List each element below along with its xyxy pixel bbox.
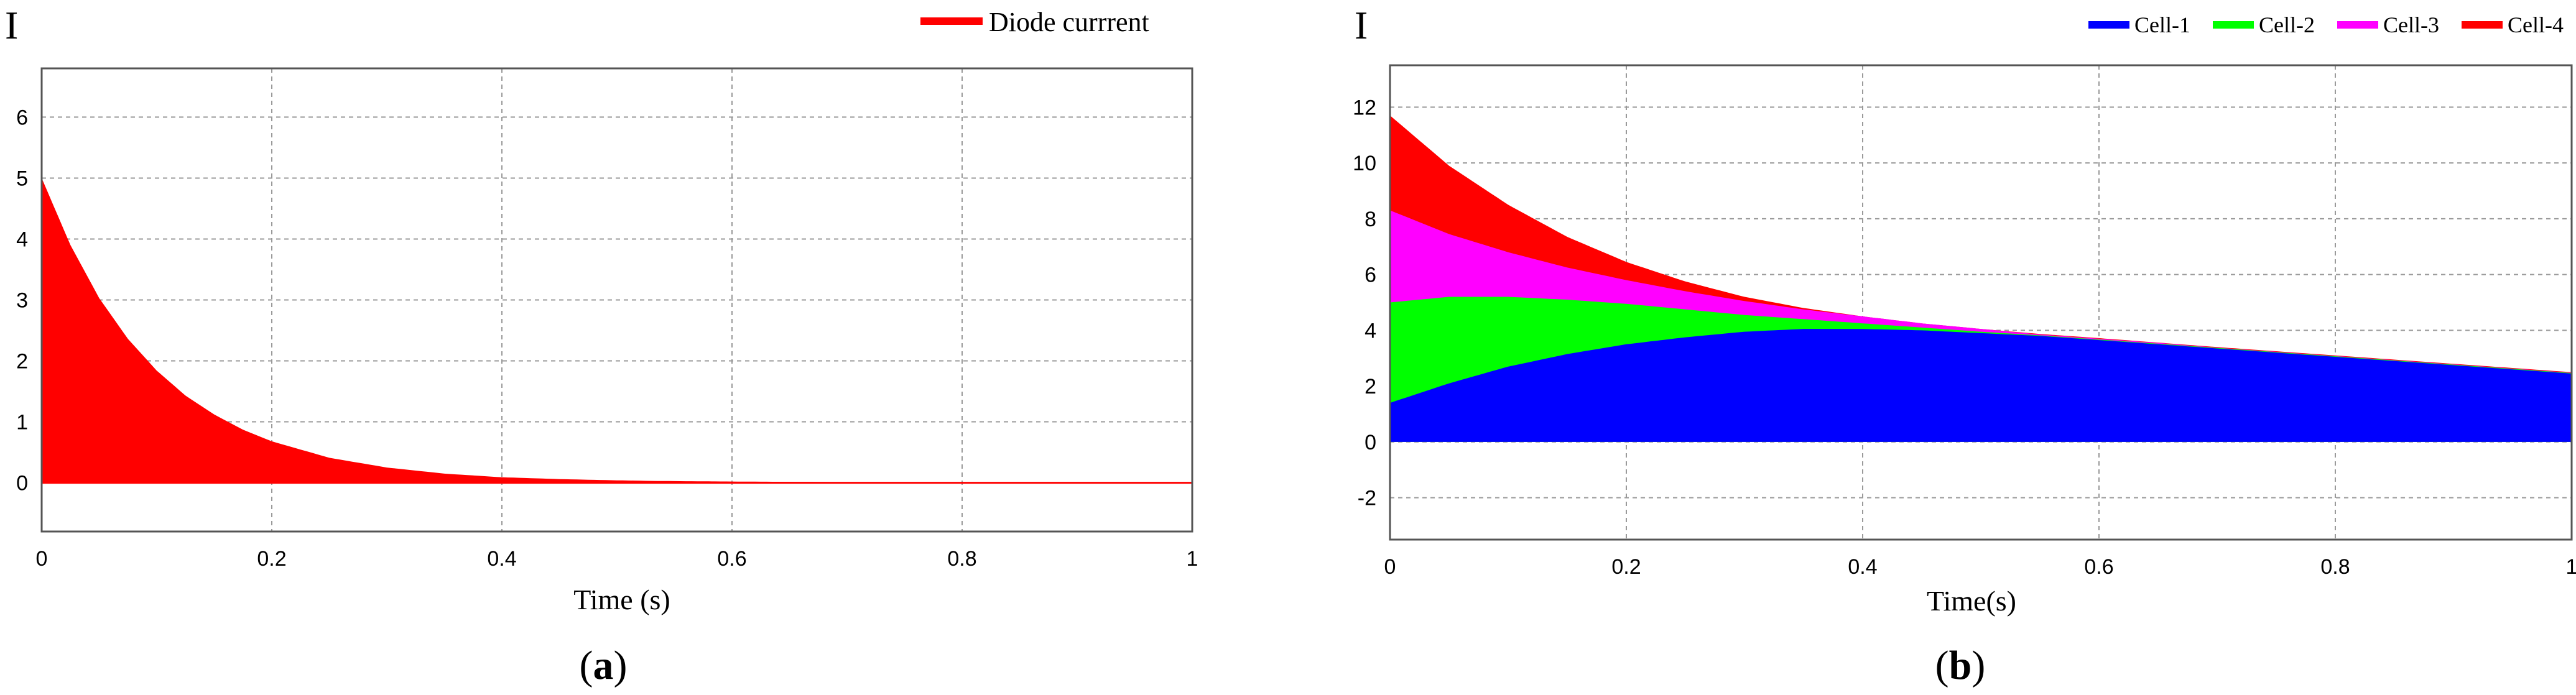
y-tick-label-b: 10 [1353,152,1376,175]
legend-swatch-cell-1 [2088,21,2129,29]
y-tick-label-a: 1 [16,411,28,435]
y-tick-label-b: -2 [1358,487,1376,510]
panel-caption-b: (b) [1935,643,1986,688]
y-tick-label-a: 2 [16,350,28,374]
x-tick-label-a: 0.2 [257,547,286,571]
x-axis-title-a: Time (s) [573,584,670,615]
y-axis-label-b: I [1355,3,1368,47]
series-area-diode-current [42,178,1192,483]
x-tick-label-a: 0.6 [717,547,746,571]
y-tick-label-a: 3 [16,289,28,313]
y-tick-label-b: 2 [1364,375,1376,398]
y-tick-label-b: 6 [1364,264,1376,287]
y-tick-label-b: 8 [1364,208,1376,231]
legend-label-diode: Diode currrent [989,7,1149,37]
series-area-cell-1 [1390,329,2572,442]
panel-caption-a: (a) [580,643,628,688]
legend-swatch-cell-2 [2213,21,2254,29]
y-axis-label-a: I [5,3,18,47]
plot-area-a [40,67,1193,533]
y-tick-label-b: 4 [1364,319,1376,343]
y-tick-label-b: 0 [1364,431,1376,454]
chart-panel-a: I Diode currrent Time (s) (a) 0 0.2 0.4 0.6… [5,3,1198,688]
x-tick-label-a: 0 [36,547,48,571]
plot-frame-b [1389,64,2573,541]
legend-swatch-cell-4 [2462,21,2503,29]
x-tick-label-b: 1 [2566,555,2576,579]
x-tick-label-a: 1 [1187,547,1198,571]
y-tick-label-a: 6 [16,106,28,129]
x-tick-label-b: 0.8 [2320,555,2350,579]
legend-label-cell-2: Cell-2 [2259,12,2315,37]
y-tick-label-a: 5 [16,167,28,190]
legend-swatch-cell-3 [2337,21,2378,29]
legend-swatch-diode [920,17,983,25]
y-tick-label-a: 0 [16,472,28,495]
x-tick-label-b: 0.2 [1611,555,1641,579]
panel-caption-a-letter: a [593,643,614,688]
x-tick-label-a: 0.8 [947,547,976,571]
x-tick-label-b: 0 [1384,555,1396,579]
plot-area-b [1389,64,2573,541]
panel-caption-b-letter: b [1949,643,1972,688]
plot-frame-a [40,67,1193,533]
legend-a: Diode currrent [920,7,1149,37]
y-tick-label-b: 12 [1353,96,1376,119]
x-tick-label-b: 0.6 [2084,555,2113,579]
legend-label-cell-3: Cell-3 [2383,12,2439,37]
x-tick-label-a: 0.4 [487,547,516,571]
x-tick-label-b: 0.4 [1848,555,1877,579]
legend-label-cell-1: Cell-1 [2134,12,2190,37]
legend-b: Cell-1 Cell-2 Cell-3 Cell-4 [2088,12,2564,37]
legend-label-cell-4: Cell-4 [2508,12,2564,37]
chart-panel-b: I Cell-1 Cell-2 Cell-3 Cell-4 Time(s) (b… [1353,3,2576,688]
x-axis-title-b: Time(s) [1927,585,2016,617]
y-tick-label-a: 4 [16,228,28,251]
